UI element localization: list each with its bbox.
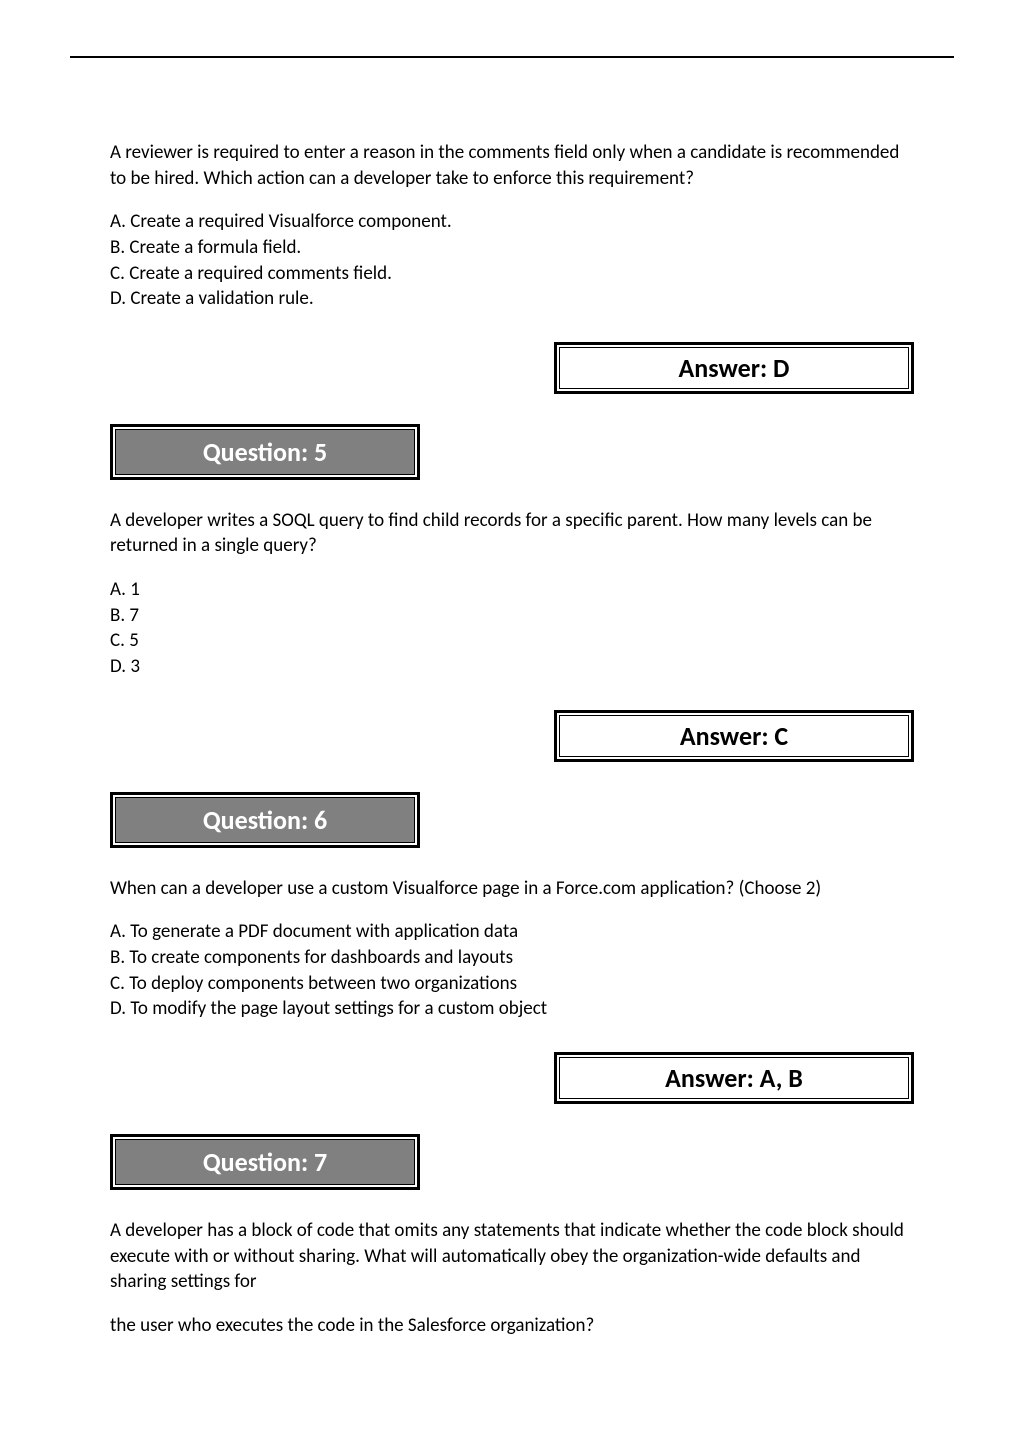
question-7-header: Question: 7 [110, 1134, 420, 1190]
answer-box-4: Answer: D [554, 342, 914, 394]
answer-5-text: Answer: C [559, 715, 909, 757]
question-4-block: A reviewer is required to enter a reason… [110, 140, 914, 406]
question-5-text: A developer writes a SOQL query to find … [110, 508, 914, 559]
page-content: A reviewer is required to enter a reason… [110, 140, 914, 1356]
question-4-option-c: C. Create a required comments field. [110, 261, 914, 287]
question-7-block: A developer has a block of code that omi… [110, 1218, 914, 1339]
question-5-option-a: A. 1 [110, 577, 914, 603]
question-4-options: A. Create a required Visualforce compone… [110, 209, 914, 312]
question-6-option-c: C. To deploy components between two orga… [110, 971, 914, 997]
question-6-header: Question: 6 [110, 792, 420, 848]
answer-4-text: Answer: D [559, 347, 909, 389]
question-4-option-a: A. Create a required Visualforce compone… [110, 209, 914, 235]
answer-box-5: Answer: C [554, 710, 914, 762]
answer-6-text: Answer: A, B [559, 1057, 909, 1099]
question-5-option-c: C. 5 [110, 628, 914, 654]
question-5-block: A developer writes a SOQL query to find … [110, 508, 914, 774]
question-6-option-a: A. To generate a PDF document with appli… [110, 919, 914, 945]
question-5-header-text: Question: 5 [115, 429, 415, 475]
question-5-option-b: B. 7 [110, 603, 914, 629]
question-7-text-2: the user who executes the code in the Sa… [110, 1313, 914, 1339]
question-6-option-b: B. To create components for dashboards a… [110, 945, 914, 971]
question-7-header-text: Question: 7 [115, 1139, 415, 1185]
top-divider [70, 56, 954, 58]
answer-box-6: Answer: A, B [554, 1052, 914, 1104]
question-6-text: When can a developer use a custom Visual… [110, 876, 914, 902]
question-5-option-d: D. 3 [110, 654, 914, 680]
question-4-option-b: B. Create a formula field. [110, 235, 914, 261]
question-4-option-d: D. Create a validation rule. [110, 286, 914, 312]
question-6-header-text: Question: 6 [115, 797, 415, 843]
question-6-block: When can a developer use a custom Visual… [110, 876, 914, 1116]
question-4-text: A reviewer is required to enter a reason… [110, 140, 914, 191]
question-5-options: A. 1 B. 7 C. 5 D. 3 [110, 577, 914, 680]
question-5-header: Question: 5 [110, 424, 420, 480]
question-6-options: A. To generate a PDF document with appli… [110, 919, 914, 1022]
question-6-option-d: D. To modify the page layout settings fo… [110, 996, 914, 1022]
question-7-text-1: A developer has a block of code that omi… [110, 1218, 914, 1295]
